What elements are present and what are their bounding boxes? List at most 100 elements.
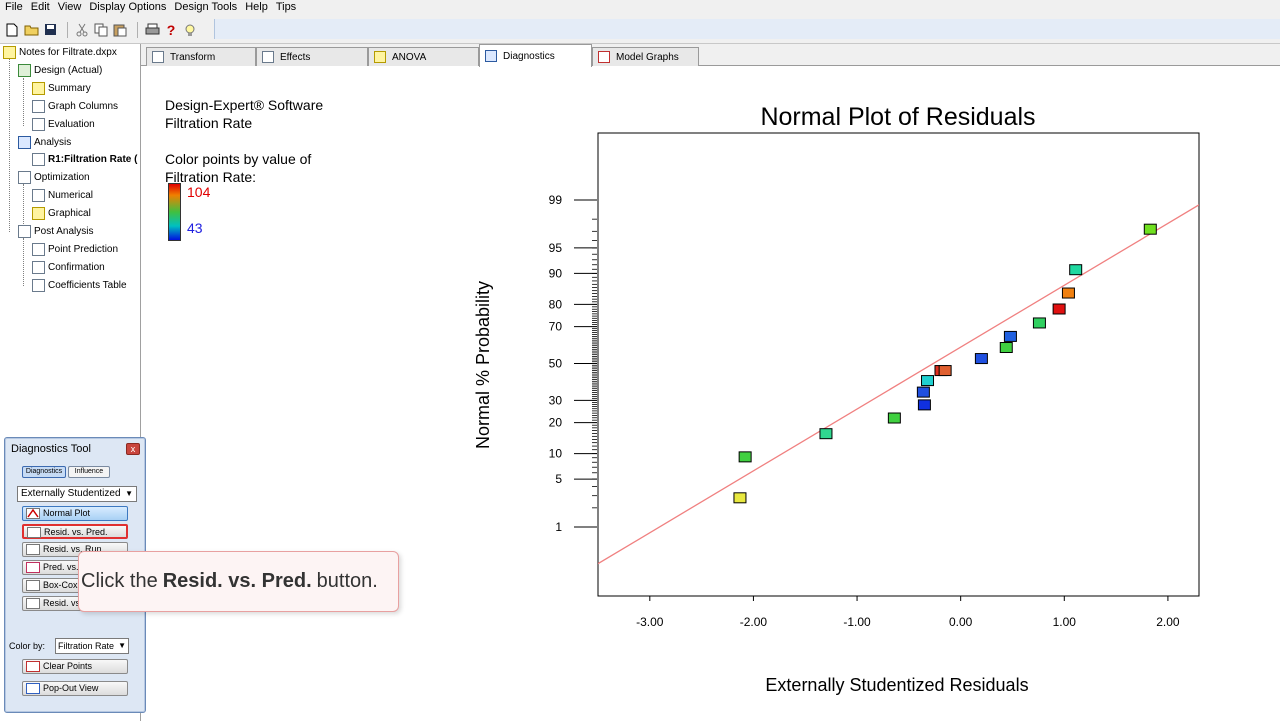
open-folder-icon[interactable]	[23, 22, 39, 38]
button-label: Normal Plot	[43, 508, 91, 518]
tree-item-coefficients-table[interactable]: Coefficients Table	[32, 277, 127, 293]
post-analysis-icon	[18, 224, 31, 238]
menu-tips[interactable]: Tips	[275, 1, 297, 13]
cut-icon[interactable]	[74, 22, 90, 38]
menu-design-tools[interactable]: Design Tools	[174, 1, 238, 13]
residual-point	[1069, 264, 1083, 276]
tree-item-label: Coefficients Table	[48, 279, 127, 291]
residual-point	[1003, 330, 1017, 342]
residual-point	[921, 375, 935, 387]
tree-item-graphical[interactable]: Graphical	[32, 205, 91, 221]
tree-item-design[interactable]: Design (Actual)	[18, 62, 102, 78]
close-icon[interactable]: x	[126, 443, 140, 455]
diagnostics-icon	[485, 50, 497, 62]
tree-item-label: R1:Filtration Rate (	[48, 153, 138, 165]
help-icon[interactable]: ?	[166, 21, 176, 38]
menu-display-options[interactable]: Display Options	[89, 1, 167, 13]
software-label: Design-Expert® Software	[165, 97, 324, 113]
tree-item-numerical[interactable]: Numerical	[32, 187, 93, 203]
menu-view[interactable]: View	[57, 1, 82, 13]
toolbar-blank-area	[214, 19, 1280, 39]
point-prediction-icon	[32, 242, 45, 256]
residual-point	[917, 399, 931, 411]
residual-point	[938, 365, 952, 377]
residual-point	[738, 451, 752, 463]
menu-edit[interactable]: Edit	[30, 1, 50, 13]
tree-item-label: Confirmation	[48, 261, 105, 273]
clear-points-button[interactable]: Clear Points	[22, 659, 128, 674]
chart-title: Normal Plot of Residuals	[760, 103, 1035, 131]
normal-plot-icon	[26, 508, 40, 519]
tree-root[interactable]: Notes for Filtrate.dxpx	[3, 44, 117, 60]
button-label: Clear Points	[43, 661, 93, 671]
residual-type-select[interactable]: Externally Studentized ▼	[17, 486, 137, 502]
tree-item-evaluation[interactable]: Evaluation	[32, 116, 95, 132]
x-tick-label: 1.00	[1053, 615, 1077, 629]
new-file-icon[interactable]	[4, 22, 20, 38]
optimization-icon	[18, 170, 31, 184]
tree-connector	[23, 184, 24, 224]
pred-vs-actual-icon	[26, 562, 40, 573]
tree-connector	[9, 59, 10, 232]
tree-item-label: Design (Actual)	[34, 64, 103, 76]
color-by-value: Filtration Rate	[58, 641, 115, 651]
tab-anova[interactable]: ANOVA	[368, 47, 479, 66]
resid-vs-pred-icon	[27, 527, 41, 538]
tab-effects[interactable]: Effects	[256, 47, 368, 66]
tab-model-graphs[interactable]: Model Graphs	[592, 47, 699, 66]
color-scale-bar	[168, 183, 181, 241]
pop-out-view-button[interactable]: Pop-Out View	[22, 681, 128, 696]
tree-item-optimization[interactable]: Optimization	[18, 169, 90, 185]
tree-item-summary[interactable]: Summary	[32, 80, 91, 96]
y-tick-label: 10	[549, 447, 563, 461]
y-tick-label: 99	[549, 193, 563, 207]
y-tick-label: 90	[549, 266, 563, 280]
save-icon[interactable]	[42, 22, 58, 38]
tab-diagnostics-mini[interactable]: Diagnostics	[22, 466, 66, 478]
tree-root-label: Notes for Filtrate.dxpx	[19, 46, 117, 58]
color-by-label: Color by:	[9, 641, 46, 651]
box-cox-icon	[26, 580, 40, 591]
tree-item-analysis[interactable]: Analysis	[18, 134, 71, 150]
button-label: Pred. vs. Actual	[43, 562, 106, 572]
y-tick-label: 1	[555, 520, 562, 534]
y-tick-label: 70	[549, 320, 563, 334]
button-label: Resid. vs. Run	[43, 544, 102, 554]
tree-item-post-analysis[interactable]: Post Analysis	[18, 223, 93, 239]
x-tick-label: -3.00	[636, 615, 664, 629]
color-legend-title: Color points by value of	[165, 151, 312, 167]
tab-label: ANOVA	[392, 51, 427, 63]
resid-vs-pred-button[interactable]: Resid. vs. Pred.	[22, 524, 128, 539]
menu-help[interactable]: Help	[245, 1, 268, 13]
tab-diagnostics[interactable]: Diagnostics	[479, 44, 592, 67]
tab-transform[interactable]: Transform	[146, 47, 256, 66]
resid-vs-factor-icon	[26, 598, 40, 609]
residual-point	[1061, 287, 1075, 299]
tree-item-confirmation[interactable]: Confirmation	[32, 259, 105, 275]
folder-icon	[3, 45, 16, 59]
print-icon[interactable]	[144, 22, 160, 38]
tree-connector	[23, 78, 24, 126]
tab-influence-mini[interactable]: Influence	[68, 466, 110, 478]
color-by-select[interactable]: Filtration Rate ▼	[55, 638, 129, 654]
confirmation-icon	[32, 260, 45, 274]
tree-item-point-prediction[interactable]: Point Prediction	[32, 241, 118, 257]
tree-item-label: Summary	[48, 82, 91, 94]
toolbar-separator	[137, 21, 138, 38]
tree-item-label: Graphical	[48, 207, 91, 219]
normal-plot-button[interactable]: Normal Plot	[22, 506, 128, 521]
tree-item-graph-columns[interactable]: Graph Columns	[32, 98, 118, 114]
x-axis-label: Externally Studentized Residuals	[765, 675, 1028, 695]
paste-icon[interactable]	[112, 22, 128, 38]
effects-icon	[262, 51, 274, 63]
y-tick-label: 95	[549, 241, 563, 255]
tips-bulb-icon[interactable]	[182, 22, 198, 38]
menu-file[interactable]: File	[5, 1, 23, 13]
copy-icon[interactable]	[93, 22, 109, 38]
numerical-icon	[32, 188, 45, 202]
tree-item-r1-filtration-rate[interactable]: R1:Filtration Rate (	[32, 151, 137, 167]
response-icon	[32, 152, 45, 166]
button-label: Box-Cox	[43, 580, 78, 590]
button-label: Resid. vs. Pred.	[44, 527, 108, 537]
tree-item-label: Numerical	[48, 189, 94, 201]
